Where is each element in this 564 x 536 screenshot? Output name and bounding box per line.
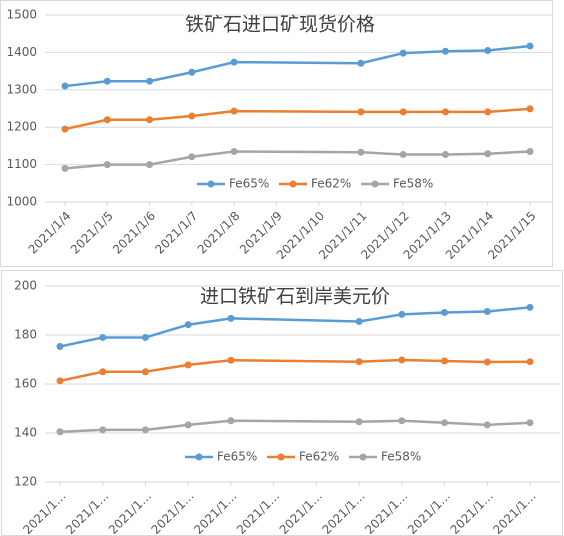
point [526, 148, 534, 156]
y-tick-label: 1000 [6, 195, 37, 209]
chart-title: 进口铁矿石到岸美元价 [200, 286, 390, 308]
series-line [64, 107, 531, 131]
point [227, 417, 235, 425]
y-tick-label: 1200 [6, 120, 37, 134]
legend-label: Fe58% [381, 450, 421, 464]
y-tick-label: 160 [14, 377, 37, 391]
point [398, 417, 406, 425]
y-tick-label: 140 [14, 426, 37, 440]
point [441, 419, 449, 427]
point [441, 47, 449, 55]
point [188, 68, 196, 76]
point [355, 318, 363, 326]
point [103, 116, 111, 124]
point [61, 82, 69, 90]
legend-label: Fe62% [299, 450, 339, 464]
chart-title: 铁矿石进口矿现货价格 [185, 14, 375, 36]
series-line [64, 44, 531, 88]
point [141, 333, 149, 341]
legend-marker [277, 453, 285, 461]
point [484, 108, 492, 116]
point [441, 151, 449, 159]
point [99, 333, 107, 341]
point [441, 357, 449, 365]
point [61, 125, 69, 133]
point [441, 308, 449, 316]
point [146, 161, 154, 169]
point [56, 428, 64, 436]
point [184, 321, 192, 329]
point [398, 356, 406, 364]
y-tick-label: 1100 [6, 157, 37, 171]
y-tick-label: 180 [14, 328, 37, 342]
point [441, 108, 449, 116]
point [398, 310, 406, 318]
point [146, 116, 154, 124]
point [526, 303, 534, 311]
point [483, 358, 491, 366]
point [484, 47, 492, 55]
point [230, 148, 238, 156]
point [357, 108, 365, 116]
point [357, 59, 365, 67]
legend-label: Fe58% [393, 177, 433, 191]
point [230, 58, 238, 66]
chart-panel [0, 0, 553, 267]
legend-label: Fe65% [229, 177, 269, 191]
legend-marker [359, 453, 367, 461]
point [146, 77, 154, 85]
point [103, 161, 111, 169]
point [184, 421, 192, 429]
y-tick-label: 1500 [6, 8, 37, 22]
legend-marker [207, 180, 215, 188]
y-tick-label: 120 [14, 475, 37, 489]
legend-marker [195, 453, 203, 461]
point [141, 368, 149, 376]
point [99, 368, 107, 376]
point [56, 343, 64, 351]
y-tick-label: 1300 [6, 82, 37, 96]
point [355, 418, 363, 426]
point [227, 356, 235, 364]
legend-label: Fe62% [311, 177, 351, 191]
point [399, 108, 407, 116]
series-line [64, 150, 531, 170]
point [484, 150, 492, 158]
y-tick-label: 1400 [6, 45, 37, 59]
point [99, 426, 107, 434]
point [230, 107, 238, 115]
legend-marker [371, 180, 379, 188]
point [399, 49, 407, 57]
point [56, 377, 64, 385]
legend-label: Fe65% [217, 450, 257, 464]
point [227, 314, 235, 322]
point [483, 421, 491, 429]
point [526, 358, 534, 366]
y-tick-label: 200 [14, 279, 37, 293]
point [188, 112, 196, 120]
point [526, 42, 534, 50]
point [399, 151, 407, 159]
point [526, 105, 534, 113]
point [357, 148, 365, 156]
point [526, 419, 534, 427]
series-line [59, 419, 531, 434]
series-line [59, 306, 531, 348]
point [483, 307, 491, 315]
series-line [59, 358, 531, 383]
point [61, 164, 69, 172]
legend-marker [289, 180, 297, 188]
point [184, 361, 192, 369]
chart-panel [1, 270, 563, 536]
point [141, 426, 149, 434]
point [355, 358, 363, 366]
point [103, 77, 111, 85]
point [188, 153, 196, 161]
